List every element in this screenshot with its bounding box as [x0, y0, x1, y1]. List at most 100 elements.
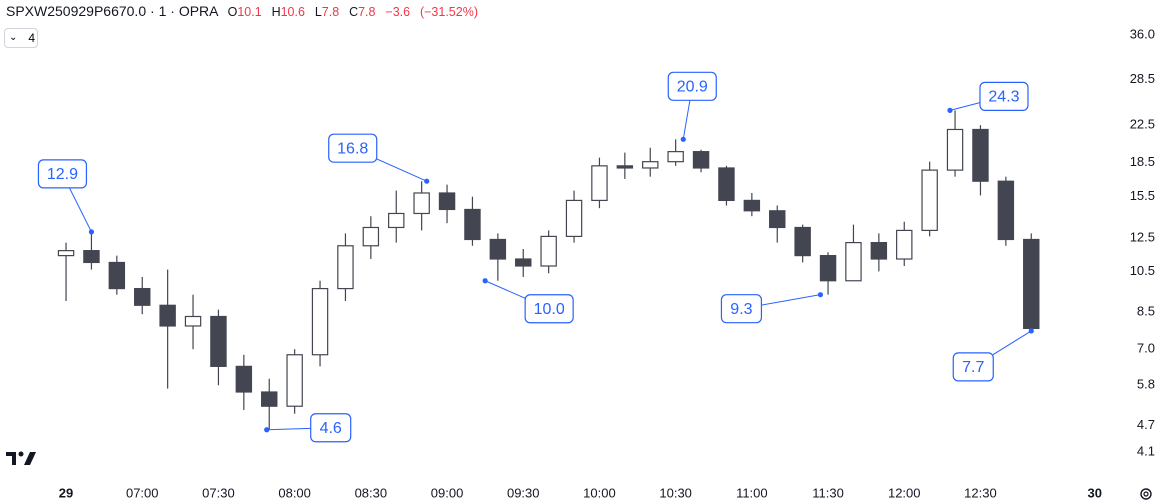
candle: [337, 233, 354, 301]
candle-body: [489, 238, 507, 260]
ohlc-letter: C: [349, 5, 359, 19]
candle-body: [769, 210, 786, 229]
high-value: 10.6: [280, 5, 305, 19]
candle-body: [870, 241, 888, 260]
y-tick-label: 5.8: [1137, 377, 1155, 392]
candle-body: [311, 287, 329, 356]
candle-body: [438, 192, 456, 211]
candle-body: [718, 167, 735, 202]
candle-body: [946, 128, 964, 171]
candle: [692, 149, 710, 173]
low-value: 7.8: [321, 5, 340, 19]
candle-body: [515, 258, 532, 267]
candle-body: [565, 199, 583, 238]
x-tick-label: 29: [59, 485, 73, 500]
candle-body: [540, 235, 557, 267]
candle-body: [337, 245, 354, 290]
change: −3.6: [385, 5, 411, 19]
callout-label: 10.0: [534, 301, 565, 318]
callout-label: 16.8: [337, 140, 368, 157]
callout-box: [328, 133, 378, 163]
indicators-count: 4: [28, 31, 35, 45]
candle: [83, 231, 100, 270]
settings-icon[interactable]: [1140, 488, 1152, 500]
callout-label: 9.3: [730, 301, 752, 318]
candle: [896, 221, 913, 266]
x-tick-label: 07:00: [126, 485, 159, 500]
candle: [997, 176, 1015, 246]
x-tick-label: 10:30: [659, 485, 692, 500]
candle: [108, 255, 126, 295]
y-tick-label: 22.5: [1130, 117, 1155, 132]
candle: [261, 378, 278, 430]
candle-body: [286, 354, 303, 407]
candle-body: [642, 161, 659, 169]
callout-point: [1028, 328, 1034, 334]
callout-label: 20.9: [677, 79, 708, 96]
x-tick-label: 30: [1088, 485, 1102, 500]
candle: [235, 354, 253, 410]
y-tick-label: 4.7: [1137, 417, 1155, 432]
candle: [413, 181, 430, 231]
callout-label: 12.9: [47, 166, 78, 183]
candle-body: [210, 315, 227, 367]
candle-body: [997, 180, 1015, 241]
candle: [565, 190, 583, 243]
candle-body: [57, 250, 75, 257]
x-tick-label: 09:30: [507, 485, 540, 500]
candle-body: [464, 208, 481, 241]
candle: [794, 224, 811, 263]
candle: [159, 269, 176, 389]
candle-body: [184, 315, 202, 327]
candle-body: [159, 304, 176, 327]
candle: [616, 152, 634, 179]
candle: [134, 276, 151, 315]
y-tick-label: 10.5: [1130, 263, 1155, 278]
candle-body: [413, 192, 430, 215]
callout-label: 24.3: [988, 89, 1019, 106]
x-tick-label: 12:00: [888, 485, 921, 500]
callout-point: [947, 107, 953, 113]
callout-box: [952, 352, 994, 382]
candle-body: [235, 365, 253, 393]
candle: [515, 248, 532, 277]
candle-body: [692, 151, 710, 169]
callout-box: [667, 71, 717, 101]
callout-point: [680, 136, 686, 142]
candle-body: [667, 151, 684, 163]
logo: [6, 451, 36, 465]
callout-box: [979, 81, 1029, 111]
x-tick-label: 11:00: [736, 485, 768, 500]
indicators-toggle[interactable]: ⌄ 4: [4, 28, 38, 48]
candle-body: [794, 226, 811, 257]
candle: [388, 190, 405, 243]
candle-body: [743, 199, 761, 212]
candle-body: [1023, 238, 1040, 330]
y-tick-label: 7.0: [1137, 341, 1155, 356]
callout-box: [524, 294, 574, 324]
candle-body: [591, 165, 608, 202]
candle-body: [83, 250, 100, 264]
callout-point: [482, 278, 488, 284]
callout-point: [817, 292, 824, 298]
x-tick-label: 11:30: [812, 485, 844, 500]
interval: 1: [158, 3, 167, 19]
x-tick-label: 07:30: [202, 485, 235, 500]
ohlc-letter: H: [271, 5, 281, 19]
candle: [362, 216, 380, 260]
callout-box: [37, 159, 88, 189]
candle-body: [845, 241, 862, 282]
candle: [845, 224, 862, 282]
candle: [743, 192, 761, 217]
close-value: 7.8: [358, 5, 376, 19]
x-tick-label: 12:30: [964, 485, 997, 500]
y-tick-label: 18.5: [1130, 154, 1155, 169]
callout-point: [424, 178, 430, 184]
open-value: 10.1: [237, 5, 262, 19]
x-tick-label: 08:30: [355, 485, 388, 500]
candle-body: [819, 255, 837, 282]
y-tick-label: 8.5: [1137, 303, 1155, 318]
candle-body: [616, 165, 634, 169]
